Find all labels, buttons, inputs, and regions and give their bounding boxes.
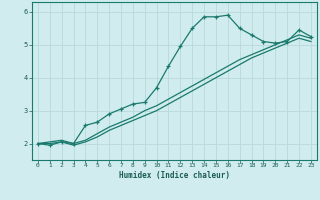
X-axis label: Humidex (Indice chaleur): Humidex (Indice chaleur) xyxy=(119,171,230,180)
